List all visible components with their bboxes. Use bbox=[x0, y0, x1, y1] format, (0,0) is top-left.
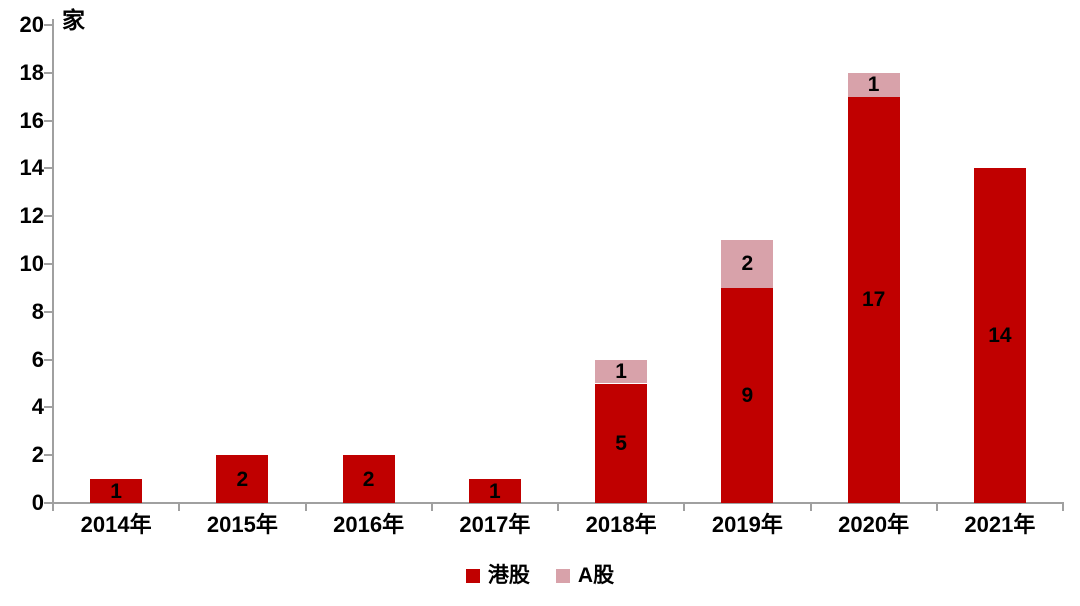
y-axis-tick bbox=[44, 310, 53, 313]
y-axis-tick bbox=[44, 502, 53, 504]
y-axis-tick-label: 4 bbox=[31, 394, 44, 420]
x-axis-category-label: 2019年 bbox=[711, 512, 783, 537]
y-axis-tick-label: 8 bbox=[31, 298, 44, 324]
bar-segment-value-label: 2 bbox=[741, 252, 754, 276]
x-axis-category-label: 2018年 bbox=[585, 512, 657, 537]
y-axis-tick bbox=[44, 215, 53, 218]
bar-segment-hk bbox=[216, 455, 269, 503]
y-axis-tick-label: 16 bbox=[19, 107, 44, 133]
y-axis-tick bbox=[44, 454, 53, 457]
bar-segment-value-label: 9 bbox=[741, 383, 754, 407]
x-axis-category-label: 2017年 bbox=[459, 512, 531, 537]
legend-item-hk: 港股 bbox=[465, 564, 530, 587]
bar-segment-value-label: 2 bbox=[236, 467, 249, 491]
y-axis-tick bbox=[44, 71, 53, 74]
y-axis-tick-label: 6 bbox=[31, 346, 44, 372]
y-axis-tick bbox=[44, 358, 53, 361]
x-axis-category-label: 2014年 bbox=[80, 512, 152, 537]
x-axis-tick bbox=[1062, 503, 1064, 511]
y-axis-tick-label: 0 bbox=[31, 490, 44, 515]
legend-swatch-a-share bbox=[555, 569, 570, 583]
x-axis-tick bbox=[935, 503, 938, 511]
x-axis-tick bbox=[178, 503, 181, 511]
x-axis-category-label: 2021年 bbox=[964, 512, 1036, 537]
y-axis-tick-label: 12 bbox=[19, 203, 44, 229]
bar-segment-hk bbox=[847, 96, 900, 503]
bar-segment-value-label: 14 bbox=[988, 324, 1012, 348]
y-axis-tick bbox=[44, 24, 53, 26]
bar-segment-value-label: 2 bbox=[362, 467, 375, 491]
legend-item-a-share: A股 bbox=[555, 564, 615, 587]
y-axis-tick-label: 18 bbox=[19, 59, 44, 85]
x-axis-category-label: 2020年 bbox=[838, 512, 910, 537]
y-axis-tick bbox=[44, 119, 53, 122]
y-axis-tick bbox=[44, 167, 53, 170]
legend-swatch-hk bbox=[465, 569, 480, 583]
y-axis-tick-label: 14 bbox=[19, 155, 44, 181]
bar-segment-hk bbox=[468, 479, 521, 503]
bar-segment-hk bbox=[721, 287, 774, 503]
bar-segment-value-label: 1 bbox=[489, 479, 501, 503]
y-axis-line bbox=[52, 19, 54, 504]
x-axis-category-label: 2016年 bbox=[333, 512, 405, 537]
bar-segment-value-label: 5 bbox=[615, 431, 627, 455]
chart-legend: 港股 A股 bbox=[0, 565, 1080, 587]
bar-segment-a-share bbox=[595, 359, 648, 384]
legend-label: 港股 bbox=[487, 564, 530, 587]
x-axis-tick bbox=[683, 503, 686, 511]
y-axis-tick-label: 10 bbox=[19, 251, 44, 276]
x-axis-tick bbox=[557, 503, 559, 511]
x-axis-tick bbox=[52, 503, 54, 511]
y-axis-tick bbox=[44, 406, 53, 409]
y-axis-tick-label: 2 bbox=[31, 442, 44, 468]
bar-segment-value-label: 1 bbox=[867, 73, 880, 97]
x-axis-tick bbox=[430, 503, 433, 511]
bar-segment-value-label: 1 bbox=[615, 360, 627, 384]
legend-label: A股 bbox=[577, 564, 615, 587]
x-axis-tick bbox=[809, 503, 812, 511]
bar-segment-a-share bbox=[847, 72, 900, 97]
bar-segment-value-label: 1 bbox=[110, 479, 122, 503]
y-axis-tick-label: 20 bbox=[19, 12, 44, 37]
bar-segment-value-label: 17 bbox=[861, 288, 886, 312]
bar-segment-hk bbox=[973, 168, 1026, 503]
bar-segment-a-share bbox=[721, 240, 774, 288]
y-axis-unit-label: 家 bbox=[62, 7, 85, 33]
x-axis-tick bbox=[304, 503, 307, 511]
bar-segment-hk bbox=[342, 455, 395, 503]
x-axis-category-label: 2015年 bbox=[206, 512, 278, 537]
bar-segment-hk bbox=[595, 383, 648, 503]
y-axis-tick bbox=[44, 263, 53, 265]
bar-segment-hk bbox=[90, 479, 143, 503]
